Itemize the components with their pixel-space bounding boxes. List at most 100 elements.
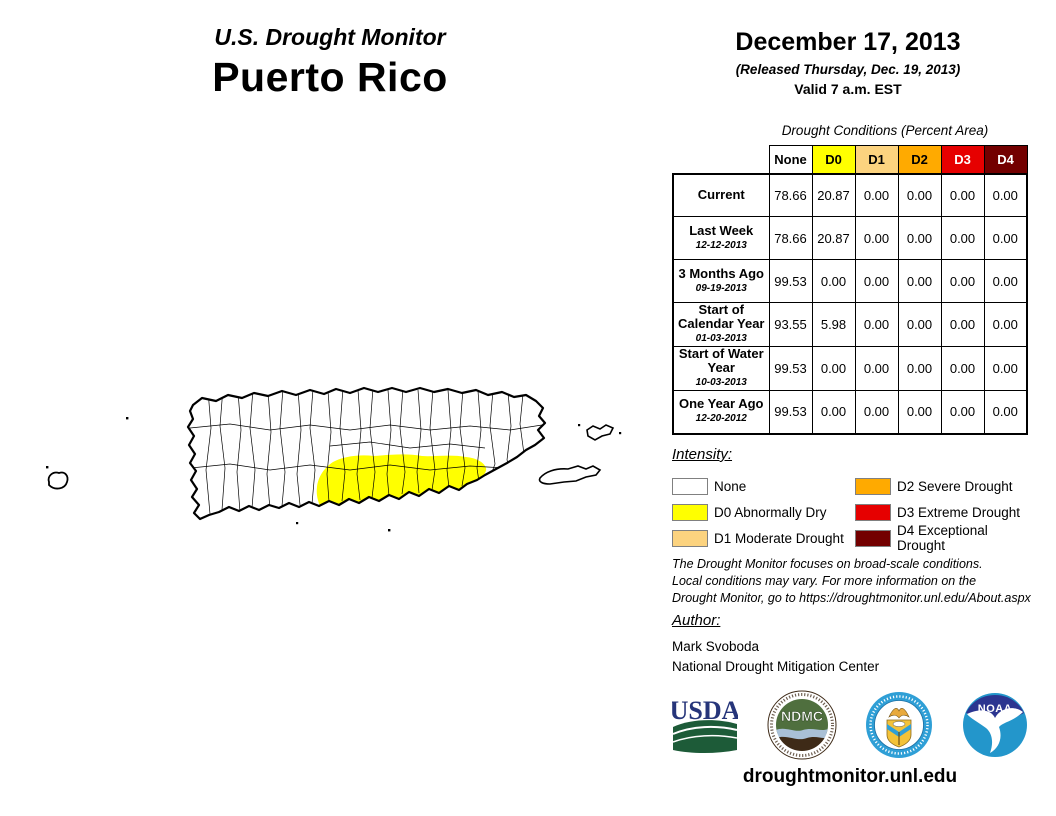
cell-value: 0.00 xyxy=(983,390,1028,435)
col-header-d2: D2 xyxy=(897,145,942,174)
author-block: Author: Mark Svoboda National Drought Mi… xyxy=(672,612,1032,677)
legend-item-none: None xyxy=(672,473,855,499)
culebra-island xyxy=(586,424,615,441)
cell-value: 0.00 xyxy=(897,172,942,217)
legend-item-d1: D1 Moderate Drought xyxy=(672,525,855,551)
legend-item-d4: D4 Exceptional Drought xyxy=(855,523,1032,553)
cell-value: 78.66 xyxy=(768,216,813,260)
table-header-row: None D0 D1 D2 D3 D4 xyxy=(673,145,1028,174)
doc-logo xyxy=(866,692,933,758)
doc-eagle xyxy=(888,708,911,719)
cell-value: 0.00 xyxy=(897,390,942,435)
cell-value: 0.00 xyxy=(897,216,942,260)
col-header-d0: D0 xyxy=(811,145,856,174)
ndmc-logo: NDMC xyxy=(767,690,837,760)
municipality-boundaries xyxy=(189,388,543,515)
cell-value: 0.00 xyxy=(983,216,1028,260)
row-label: Start of Calendar Year 01-03-2013 xyxy=(672,302,770,347)
d1-swatch xyxy=(672,529,708,547)
cell-value: 0.00 xyxy=(983,302,1028,347)
cell-value: 5.98 xyxy=(811,302,856,347)
report-title: U.S. Drought Monitor xyxy=(214,24,446,50)
legend-item-d0: D0 Abnormally Dry xyxy=(672,499,855,525)
legend-item-d3: D3 Extreme Drought xyxy=(855,499,1032,525)
cell-value: 0.00 xyxy=(983,172,1028,217)
cell-value: 0.00 xyxy=(897,346,942,391)
author-title: Author: xyxy=(672,612,721,629)
table-row-start-water-year: Start of Water Year 10-03-2013 99.53 0.00… xyxy=(672,346,1028,391)
cell-value: 0.00 xyxy=(854,259,899,303)
mona-island xyxy=(47,471,69,490)
cell-value: 20.87 xyxy=(811,216,856,260)
vieques-island xyxy=(538,465,602,485)
cell-value: 0.00 xyxy=(854,302,899,347)
table-row-one-year-ago: One Year Ago 12-20-2012 99.53 0.00 0.00 0… xyxy=(672,390,1028,435)
title-block: U.S. Drought Monitor Puerto Rico xyxy=(95,24,565,101)
col-header-d1: D1 xyxy=(854,145,899,174)
row-label: Last Week 12-12-2013 xyxy=(672,216,770,260)
cell-value: 99.53 xyxy=(768,259,813,303)
table-corner-cell xyxy=(673,146,769,174)
cell-value: 0.00 xyxy=(940,259,985,303)
valid-time: Valid 7 a.m. EST xyxy=(794,81,902,97)
ndmc-ring-text xyxy=(769,693,834,757)
table-title: Drought Conditions (Percent Area) xyxy=(781,123,989,138)
cell-value: 0.00 xyxy=(983,346,1028,391)
none-swatch xyxy=(672,477,708,495)
cell-value: 0.00 xyxy=(811,390,856,435)
cell-value: 0.00 xyxy=(854,390,899,435)
author-name: Mark Svoboda xyxy=(672,639,760,654)
date-block: December 17, 2013 (Released Thursday, De… xyxy=(668,28,1028,97)
cell-value: 0.00 xyxy=(983,259,1028,303)
row-label: Current xyxy=(672,172,770,217)
legend-item-d2: D2 Severe Drought xyxy=(855,473,1032,499)
cell-value: 0.00 xyxy=(854,346,899,391)
desecheo-islet xyxy=(126,417,129,420)
author-org: National Drought Mitigation Center xyxy=(672,659,880,674)
map-date: December 17, 2013 xyxy=(735,28,961,56)
legend-grid: None D0 Abnormally Dry D1 Moderate Droug… xyxy=(672,473,1032,553)
puerto-rico-map xyxy=(46,386,622,532)
disclaimer-text: The Drought Monitor focuses on broad-sca… xyxy=(672,557,1031,605)
cell-value: 0.00 xyxy=(940,302,985,347)
monito-islet xyxy=(46,466,49,469)
table-row-last-week: Last Week 12-12-2013 78.66 20.87 0.00 0.0… xyxy=(672,216,1028,260)
noaa-logo: NOAA xyxy=(962,693,1027,757)
d3-swatch xyxy=(855,503,891,521)
cell-value: 0.00 xyxy=(811,346,856,391)
table-row-3-months-ago: 3 Months Ago 09-19-2013 99.53 0.00 0.00 0… xyxy=(672,259,1028,303)
table-row-current: Current 78.66 20.87 0.00 0.00 0.00 0.00 xyxy=(672,172,1028,217)
col-header-d4: D4 xyxy=(983,145,1028,174)
cell-value: 0.00 xyxy=(940,172,985,217)
usda-wordmark: USDA xyxy=(672,696,738,725)
col-header-d3: D3 xyxy=(940,145,985,174)
d4-swatch xyxy=(855,529,891,547)
row-label: Start of Water Year 10-03-2013 xyxy=(672,346,770,391)
intensity-legend: Intensity: None D0 Abnormally Dry D1 Mod… xyxy=(672,446,1032,553)
cell-value: 78.66 xyxy=(768,172,813,217)
cell-value: 0.00 xyxy=(854,216,899,260)
cell-value: 99.53 xyxy=(768,390,813,435)
row-label: One Year Ago 12-20-2012 xyxy=(672,390,770,435)
doc-ship xyxy=(893,721,906,727)
footer-url: droughtmonitor.unl.edu xyxy=(742,766,958,787)
cell-value: 20.87 xyxy=(811,172,856,217)
cell-value: 0.00 xyxy=(940,390,985,435)
released-date: (Released Thursday, Dec. 19, 2013) xyxy=(735,62,961,77)
cell-value: 0.00 xyxy=(854,172,899,217)
noaa-gull xyxy=(966,708,1023,753)
cell-value: 0.00 xyxy=(897,302,942,347)
row-label: 3 Months Ago 09-19-2013 xyxy=(672,259,770,303)
cell-value: 99.53 xyxy=(768,346,813,391)
main-island-coastline xyxy=(186,386,547,521)
drought-conditions-table: None D0 D1 D2 D3 D4 Current 78.66 20.87 … xyxy=(672,145,1028,435)
agency-logos: USDA NDMC xyxy=(672,688,1028,762)
cell-value: 0.00 xyxy=(811,259,856,303)
ndmc-wordmark: NDMC xyxy=(781,708,823,724)
usda-logo: USDA xyxy=(672,696,738,753)
caja-de-muertos-islet xyxy=(388,529,391,532)
cell-value: 0.00 xyxy=(897,259,942,303)
cell-value: 0.00 xyxy=(940,346,985,391)
region-title: Puerto Rico xyxy=(212,54,448,100)
